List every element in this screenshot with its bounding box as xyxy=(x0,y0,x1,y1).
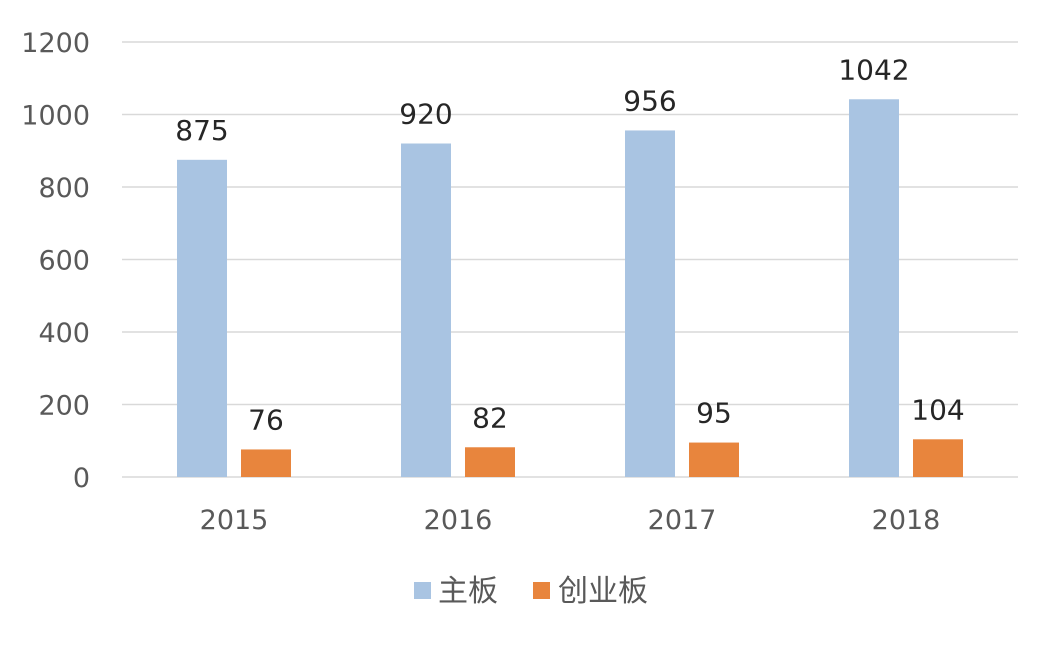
data-label: 956 xyxy=(623,84,676,117)
bar-主板-2015 xyxy=(177,159,227,477)
legend: 主板 创业板 xyxy=(414,574,648,609)
y-axis-tick-labels: 0 200 400 600 800 1000 1200 xyxy=(21,28,90,494)
bar-创业板-2016 xyxy=(465,447,515,477)
legend-label: 主板 xyxy=(438,574,498,609)
legend-swatch xyxy=(414,582,431,599)
data-label: 920 xyxy=(399,98,452,131)
bar-主板-2017 xyxy=(625,130,675,477)
y-tick-label: 1000 xyxy=(21,101,90,132)
gridlines xyxy=(122,41,1018,478)
bar-主板-2018 xyxy=(849,99,899,478)
data-label: 875 xyxy=(175,114,228,147)
data-label: 82 xyxy=(472,401,508,434)
x-tick-label: 2016 xyxy=(424,505,493,536)
legend-label: 创业板 xyxy=(558,574,648,609)
bars xyxy=(177,99,963,478)
y-tick-label: 800 xyxy=(38,173,90,204)
data-label: 1042 xyxy=(838,53,909,86)
x-tick-label: 2017 xyxy=(648,505,717,536)
y-tick-label: 600 xyxy=(38,246,90,277)
x-axis-tick-labels: 2015 2016 2017 2018 xyxy=(200,505,941,536)
data-label: 104 xyxy=(911,393,964,426)
legend-swatch xyxy=(533,582,550,599)
bar-创业板-2015 xyxy=(241,449,291,477)
y-tick-label: 200 xyxy=(38,391,90,422)
y-tick-label: 400 xyxy=(38,318,90,349)
data-label: 95 xyxy=(696,397,732,430)
bar-主板-2016 xyxy=(401,143,451,477)
data-labels: 875 76 920 82 956 95 1042 104 xyxy=(175,53,964,436)
bar-创业板-2017 xyxy=(689,442,739,477)
x-tick-label: 2018 xyxy=(872,505,941,536)
y-tick-label: 1200 xyxy=(21,28,90,59)
bar-创业板-2018 xyxy=(913,439,963,477)
x-tick-label: 2015 xyxy=(200,505,269,536)
data-label: 76 xyxy=(248,403,284,436)
y-tick-label: 0 xyxy=(73,463,90,494)
